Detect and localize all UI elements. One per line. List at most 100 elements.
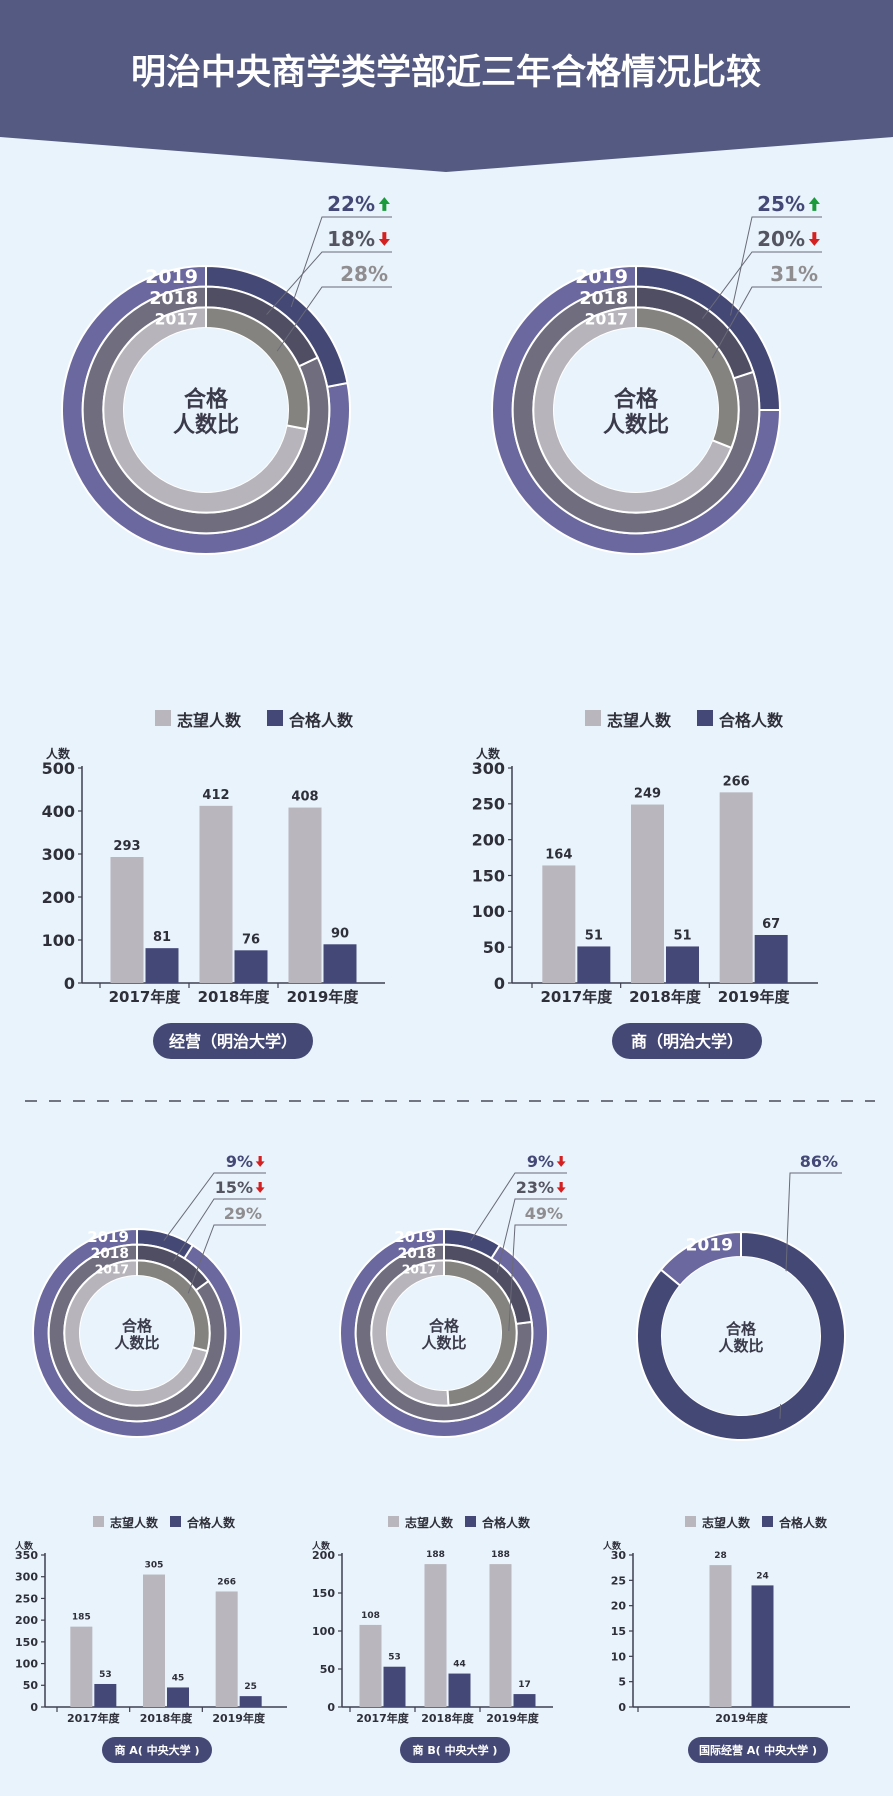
ring-2019-pass-segment [136,1227,195,1260]
chart-title-pill [102,1737,212,1763]
leader-line-2017 [187,1224,266,1294]
leader-line-2017 [711,286,822,359]
bar-passed [94,1683,117,1707]
down-arrow-icon [556,1155,566,1167]
bar-applicants [709,1565,732,1707]
bar-passed [577,946,611,983]
bar-value-label: 45 [172,1673,185,1683]
y-tick-label: 100 [42,931,75,950]
x-category-label: 2019年度 [718,988,791,1006]
x-category-label: 2017年度 [540,988,613,1006]
leader-line-2018 [173,1198,266,1262]
y-tick-label: 50 [23,1679,39,1692]
x-category-label: 2017年度 [109,988,182,1006]
y-axis-unit-label: 人数 [311,1540,331,1552]
bar-applicants [359,1624,382,1707]
x-category-label: 2019年度 [287,988,360,1006]
y-tick-label: 200 [312,1549,335,1562]
ring-2019-pct-label: 86% [800,1152,838,1171]
y-tick-label: 50 [320,1663,336,1676]
bar-value-label: 53 [388,1653,401,1663]
bar-value-label: 108 [361,1611,380,1621]
donut-center-label-line2: 人数比 [114,1334,159,1352]
ring-2019-pct-label: 9% [226,1152,253,1171]
ring-2017-pct-label: 49% [525,1204,563,1223]
bar-value-label: 76 [242,932,260,947]
ring-year-label-2018: 2018 [579,289,628,309]
ring-2018-pct-label: 23% [516,1178,554,1197]
legend-label-passed: 合格人数 [289,711,354,730]
ring-year-label-2018: 2018 [398,1246,436,1262]
chart-title: 商（明治大学） [631,1032,743,1051]
bar-passed [448,1673,471,1707]
bar-applicants [489,1564,512,1707]
down-arrow-icon [255,1181,265,1193]
y-tick-label: 0 [327,1701,335,1714]
donut-center-label-line2: 人数比 [718,1337,763,1355]
y-tick-label: 400 [42,802,75,821]
up-arrow-icon [808,197,820,211]
y-tick-label: 0 [64,974,75,993]
x-category-label: 2018年度 [140,1711,194,1725]
bar-passed [513,1694,536,1707]
legend-swatch-passed [170,1516,181,1527]
bar-applicants [424,1564,447,1707]
legend-swatch-passed [267,710,283,726]
header-background [0,0,893,172]
bar-passed [239,1696,262,1707]
donut-center [662,1257,820,1415]
ring-2018-pct-label: 15% [215,1178,253,1197]
bar-value-label: 305 [145,1561,164,1571]
bar-applicants [143,1574,165,1707]
y-tick-label: 5 [618,1676,626,1689]
down-arrow-icon [255,1155,265,1167]
ring-year-label-2017: 2017 [585,311,628,329]
leader-line-2018 [496,1198,567,1273]
down-arrow-icon [556,1181,566,1193]
ring-2017-pass-segment [635,306,740,450]
ring-2019-pct-label: 22% [327,192,375,216]
bar-value-label: 28 [714,1551,727,1561]
y-tick-label: 150 [312,1587,335,1600]
ring-2017-pass-segment [136,1259,211,1353]
y-axis-unit-label: 人数 [46,746,71,761]
ring-2018-pct-label: 18% [327,227,375,251]
ring-2019-pass-segment [205,264,349,389]
ring-2017-applicants-segment [370,1259,450,1407]
bar-value-label: 67 [762,917,780,932]
y-tick-label: 10 [611,1650,627,1663]
leader-line-2019 [290,216,392,308]
ring-year-label-2019: 2019 [575,266,628,288]
ring-2017-applicants-segment [63,1259,209,1407]
y-tick-label: 100 [472,902,505,921]
y-tick-label: 30 [611,1549,627,1562]
ring-year-label-2019: 2019 [686,1236,733,1256]
leader-line-2017 [276,286,392,352]
bar-value-label: 266 [723,774,750,789]
bar-value-label: 412 [202,788,229,803]
up-arrow-icon [378,197,390,211]
x-category-label: 2018年度 [421,1711,475,1725]
down-arrow-icon [378,232,390,246]
down-arrow-icon [808,232,820,246]
legend-swatch-passed [697,710,713,726]
bar-value-label: 51 [585,928,603,943]
bar-value-label: 185 [72,1613,91,1623]
ring-2018-pass-segment [205,285,319,368]
bar-value-label: 53 [99,1670,112,1680]
ring-2017-pass-segment [443,1259,518,1407]
donut-center-label-line2: 人数比 [173,412,239,438]
ring-2018-applicants-segment [511,285,761,535]
chart-title: 经营（明治大学） [169,1032,297,1051]
ring-year-label-2018: 2018 [149,289,198,309]
chart-title: 商 A( 中央大学 ) [114,1743,199,1757]
x-category-label: 2019年度 [212,1711,266,1725]
legend-swatch-applicants [155,710,171,726]
legend-label-applicants: 志望人数 [607,711,672,730]
